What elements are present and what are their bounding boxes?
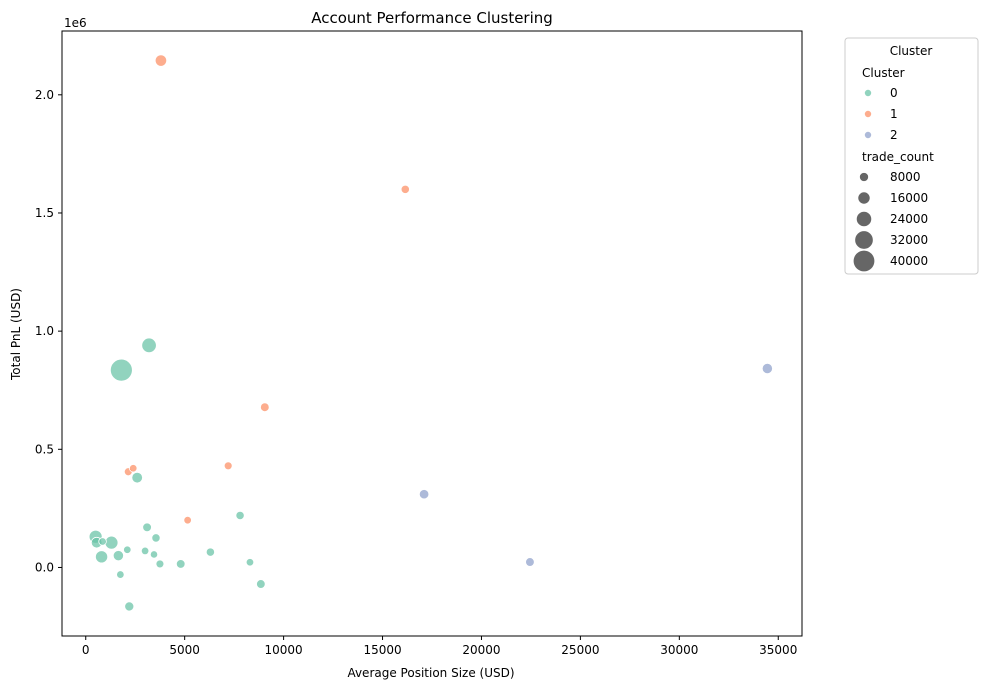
legend-size-label: 16000 xyxy=(890,191,928,205)
legend-size-marker xyxy=(855,210,873,228)
legend-size-entries: 8000 16000 24000 32000 40000 xyxy=(852,170,928,273)
cluster-0-point xyxy=(104,535,119,550)
y-tick-label: 2.0 xyxy=(35,88,54,102)
legend-hue-marker xyxy=(864,110,873,119)
legend-hue-label: 0 xyxy=(890,86,898,100)
cluster-0-point xyxy=(149,550,159,559)
cluster-0-point xyxy=(235,510,245,521)
cluster-0-point xyxy=(256,579,266,589)
x-tick-label: 15000 xyxy=(363,643,401,657)
legend-hue-marker xyxy=(864,89,873,98)
cluster-0-point xyxy=(95,550,109,564)
legend-size-label: 40000 xyxy=(890,254,928,268)
legend-size-label: 8000 xyxy=(890,170,921,184)
cluster-0-point xyxy=(109,358,133,382)
cluster-1-point xyxy=(154,54,168,67)
x-tick-label: 20000 xyxy=(462,643,500,657)
legend-hue-marker xyxy=(864,130,873,139)
cluster-0-point xyxy=(155,559,165,569)
cluster-0-point xyxy=(141,337,157,354)
cluster-0-point xyxy=(123,545,132,554)
cluster-1-point xyxy=(400,184,410,194)
legend-title: Cluster xyxy=(890,44,933,58)
cluster-0-point xyxy=(131,471,143,484)
y-offset-label: 1e6 xyxy=(64,16,87,30)
legend-hue-entries: 0 1 2 xyxy=(864,86,898,142)
legend-hue-title: Cluster xyxy=(862,66,905,80)
legend-box xyxy=(844,37,979,275)
x-axis-label: Average Position Size (USD) xyxy=(347,666,514,680)
cluster-1-point xyxy=(260,402,270,413)
y-tick-label: 0.0 xyxy=(35,560,54,574)
legend-size-label: 32000 xyxy=(890,233,928,247)
y-tick-label: 1.0 xyxy=(35,324,54,338)
y-axis: 0.0 0.5 1.0 1.5 2.0 xyxy=(35,88,62,574)
x-tick-label: 25000 xyxy=(561,643,599,657)
legend: Cluster Cluster 0 1 2 trade_count 8000 1600… xyxy=(844,37,979,275)
chart-title: Account Performance Clustering xyxy=(311,9,553,27)
cluster-0-point xyxy=(140,546,150,556)
cluster-0-point xyxy=(151,533,161,543)
cluster-2-point xyxy=(418,489,430,500)
legend-hue-label: 2 xyxy=(890,128,898,142)
legend-hue-label: 1 xyxy=(890,107,898,121)
cluster-0-point xyxy=(98,537,107,546)
legend-size-marker xyxy=(857,191,871,205)
legend-size-marker xyxy=(859,172,869,182)
legend-size-title: trade_count xyxy=(862,150,934,164)
y-tick-label: 1.5 xyxy=(35,206,54,220)
cluster-0-point xyxy=(205,547,215,557)
plot-frame xyxy=(61,30,803,637)
cluster-1-point xyxy=(223,461,233,471)
cluster-0-point xyxy=(175,559,186,569)
x-tick-label: 0 xyxy=(82,643,90,657)
x-tick-label: 35000 xyxy=(759,643,797,657)
y-tick-label: 0.5 xyxy=(35,442,54,456)
x-tick-label: 30000 xyxy=(660,643,698,657)
x-tick-label: 5000 xyxy=(169,643,200,657)
cluster-2-point xyxy=(761,362,773,375)
cluster-0-point xyxy=(112,550,124,562)
cluster-0-point xyxy=(116,570,125,579)
x-tick-label: 10000 xyxy=(265,643,303,657)
x-axis: 0 5000 10000 15000 20000 25000 30000 35000 xyxy=(82,636,797,657)
y-axis-label: Total PnL (USD) xyxy=(9,288,23,381)
cluster-0-point xyxy=(245,558,255,567)
cluster-0-point xyxy=(142,522,152,533)
points-layer xyxy=(88,54,773,612)
legend-size-label: 24000 xyxy=(890,212,928,226)
legend-size-marker xyxy=(852,249,876,273)
cluster-1-point xyxy=(183,516,192,525)
cluster-2-point xyxy=(525,557,535,567)
cluster-0-point xyxy=(124,601,135,612)
cluster-1-point xyxy=(129,464,138,473)
legend-size-marker xyxy=(854,230,874,250)
